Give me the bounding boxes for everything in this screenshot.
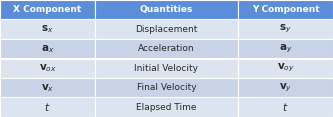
Bar — [238, 20, 333, 39]
Text: $t$: $t$ — [44, 101, 51, 113]
Text: $t$: $t$ — [282, 101, 289, 113]
Bar — [0, 20, 95, 39]
Text: Elapsed Time: Elapsed Time — [136, 103, 197, 112]
Bar — [95, 20, 238, 39]
Text: $\mathbf{v}_{oy}$: $\mathbf{v}_{oy}$ — [277, 62, 294, 74]
Text: $\mathbf{v}_{x}$: $\mathbf{v}_{x}$ — [41, 82, 54, 94]
Text: Y Component: Y Component — [252, 5, 319, 14]
Bar — [238, 97, 333, 117]
Bar — [0, 78, 95, 97]
Text: X Component: X Component — [13, 5, 82, 14]
Text: Final Velocity: Final Velocity — [137, 83, 196, 92]
Bar — [95, 58, 238, 78]
Text: Displacement: Displacement — [135, 25, 198, 34]
Text: $\mathbf{v}_{y}$: $\mathbf{v}_{y}$ — [279, 82, 292, 94]
Text: Quantities: Quantities — [140, 5, 193, 14]
Bar — [238, 58, 333, 78]
Text: Acceleration: Acceleration — [138, 44, 195, 53]
Bar — [238, 78, 333, 97]
Bar — [238, 39, 333, 58]
Bar — [95, 97, 238, 117]
Bar — [0, 58, 95, 78]
Bar — [0, 0, 95, 20]
Bar — [238, 0, 333, 20]
Text: $\mathbf{a}_{y}$: $\mathbf{a}_{y}$ — [279, 43, 292, 55]
Bar — [0, 39, 95, 58]
Bar — [0, 97, 95, 117]
Text: $\mathbf{s}_{y}$: $\mathbf{s}_{y}$ — [279, 23, 292, 35]
Text: $\mathbf{s}_{x}$: $\mathbf{s}_{x}$ — [41, 23, 54, 35]
Text: $\mathbf{v}_{ox}$: $\mathbf{v}_{ox}$ — [39, 62, 56, 74]
Text: $\mathbf{a}_{x}$: $\mathbf{a}_{x}$ — [41, 43, 54, 55]
Bar — [95, 78, 238, 97]
Text: Initial Velocity: Initial Velocity — [135, 64, 198, 73]
Bar — [95, 0, 238, 20]
Bar — [95, 39, 238, 58]
